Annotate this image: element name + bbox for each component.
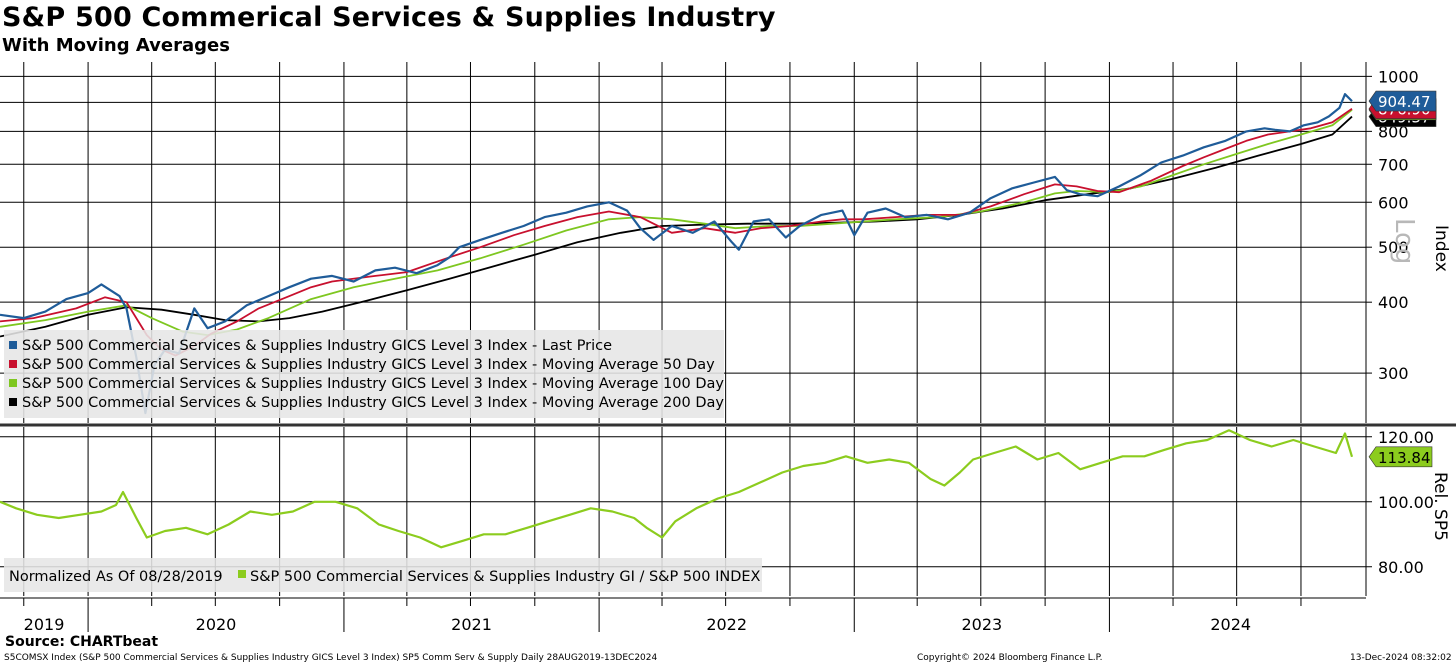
- y-tick-label: 700: [1378, 155, 1409, 174]
- y-tick-label: 400: [1378, 293, 1409, 312]
- legend-swatch: [9, 398, 17, 406]
- legend-swatch: [238, 570, 246, 578]
- chart-title: S&P 500 Commerical Services & Supplies I…: [2, 2, 776, 33]
- series-last-price: [0, 93, 1353, 415]
- y-tick-label: 120.00: [1378, 428, 1434, 447]
- y-axis-title-lower: Rel. SP5: [1430, 472, 1450, 541]
- series-description: S5COMSX Index (S&P 500 Commercial Servic…: [4, 653, 658, 663]
- log-scale-label: Log: [1389, 218, 1419, 264]
- y-axis-title-upper: Index: [1431, 225, 1451, 272]
- series-ma-100: [0, 109, 1353, 336]
- legend-note: Normalized As Of 08/28/2019: [9, 569, 223, 585]
- y-tick-label: 300: [1378, 364, 1409, 383]
- last-value-tag: [1368, 90, 1437, 112]
- legend-box-lower: [4, 558, 762, 592]
- legend-swatch: [9, 379, 17, 387]
- y-tick-label: 600: [1378, 193, 1409, 212]
- x-tick-label: 2021: [451, 615, 492, 634]
- y-tick-label: 1000: [1378, 67, 1419, 86]
- legend-swatch: [9, 360, 17, 368]
- x-tick-label: 2020: [196, 615, 237, 634]
- series-relative: [0, 429, 1354, 549]
- y-tick-label: 800: [1378, 122, 1409, 141]
- copyright-note: Copyright© 2024 Bloomberg Finance L.P.: [917, 653, 1103, 663]
- last-value-tag: [1368, 446, 1433, 468]
- legend-label: S&P 500 Commercial Services & Supplies I…: [22, 376, 724, 392]
- legend-swatch: [9, 341, 17, 349]
- chart-subtitle: With Moving Averages: [2, 35, 230, 56]
- source-note: Source: CHARTbeat: [5, 634, 159, 650]
- x-tick-label: 2023: [961, 615, 1002, 634]
- y-tick-label: 80.00: [1378, 558, 1424, 577]
- series-ma-50: [0, 107, 1353, 357]
- legend-label: S&P 500 Commercial Services & Supplies I…: [22, 338, 612, 354]
- last-value-label: 113.84: [1378, 449, 1431, 467]
- x-tick-label: 2022: [706, 615, 747, 634]
- legend-label: S&P 500 Commercial Services & Supplies I…: [22, 357, 715, 373]
- legend-label: S&P 500 Commercial Services & Supplies I…: [22, 395, 724, 411]
- legend-box-upper: [4, 330, 724, 418]
- x-tick-label: 2024: [1210, 615, 1251, 634]
- y-tick-label: 500: [1378, 238, 1409, 257]
- legend-label: S&P 500 Commercial Services & Supplies I…: [250, 569, 761, 585]
- y-tick-label: 100.00: [1378, 493, 1434, 512]
- timestamp: 13-Dec-2024 08:32:02: [1350, 653, 1452, 663]
- last-value-label: 904.47: [1378, 93, 1431, 111]
- x-tick-label: 2019: [24, 615, 65, 634]
